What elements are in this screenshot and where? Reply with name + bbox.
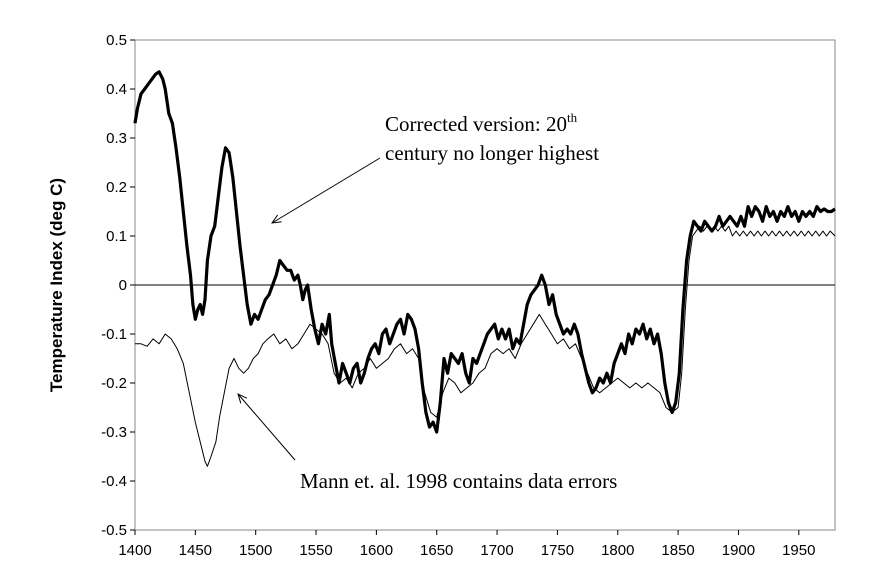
corrected-annotation-arrow	[272, 157, 381, 223]
x-tick-label: 1800	[601, 542, 634, 559]
x-tick-label: 1600	[360, 542, 393, 559]
y-tick-label: -0.1	[101, 326, 127, 343]
corrected-annotation-superscript: th	[567, 110, 578, 125]
corrected-annotation-line2: century no longer highest	[385, 141, 599, 165]
x-tick-label: 1900	[722, 542, 755, 559]
y-tick-label: -0.5	[101, 522, 127, 539]
x-tick-label: 1450	[179, 542, 212, 559]
mann-annotation-arrow	[238, 394, 296, 461]
y-tick-label: -0.4	[101, 473, 127, 490]
x-axis: 1400 1450 1500 1550 1600 1650 1700 1750 1800 1850…	[118, 530, 815, 559]
x-tick-label: 1500	[239, 542, 272, 559]
x-tick-label: 1700	[480, 542, 513, 559]
x-tick-label: 1750	[541, 542, 574, 559]
x-tick-label: 1550	[299, 542, 332, 559]
corrected-annotation-text: Corrected version: 20th	[385, 110, 578, 136]
y-axis: -0.5 -0.4 -0.3 -0.2 -0.1 0 0.1 0.2 0.3 0.4 0.5	[101, 32, 135, 539]
y-tick-label: 0.4	[106, 81, 127, 98]
series-mann-1998	[135, 225, 836, 467]
y-tick-label: 0.1	[106, 228, 127, 245]
y-tick-label: 0.2	[106, 179, 127, 196]
series-corrected	[133, 70, 836, 434]
y-tick-label: 0.5	[106, 32, 127, 49]
x-tick-label: 1950	[782, 542, 815, 559]
x-tick-label: 1650	[420, 542, 453, 559]
x-tick-label: 1850	[661, 542, 694, 559]
y-tick-label: -0.3	[101, 424, 127, 441]
corrected-annotation-line1: Corrected version: 20	[385, 112, 567, 136]
mann-annotation-text: Mann et. al. 1998 contains data errors	[300, 469, 617, 493]
y-tick-label: -0.2	[101, 375, 127, 392]
y-tick-label: 0	[119, 277, 127, 294]
y-axis-title: Temperature Index (deg C)	[47, 178, 66, 392]
y-tick-label: 0.3	[106, 130, 127, 147]
x-tick-label: 1400	[118, 542, 151, 559]
